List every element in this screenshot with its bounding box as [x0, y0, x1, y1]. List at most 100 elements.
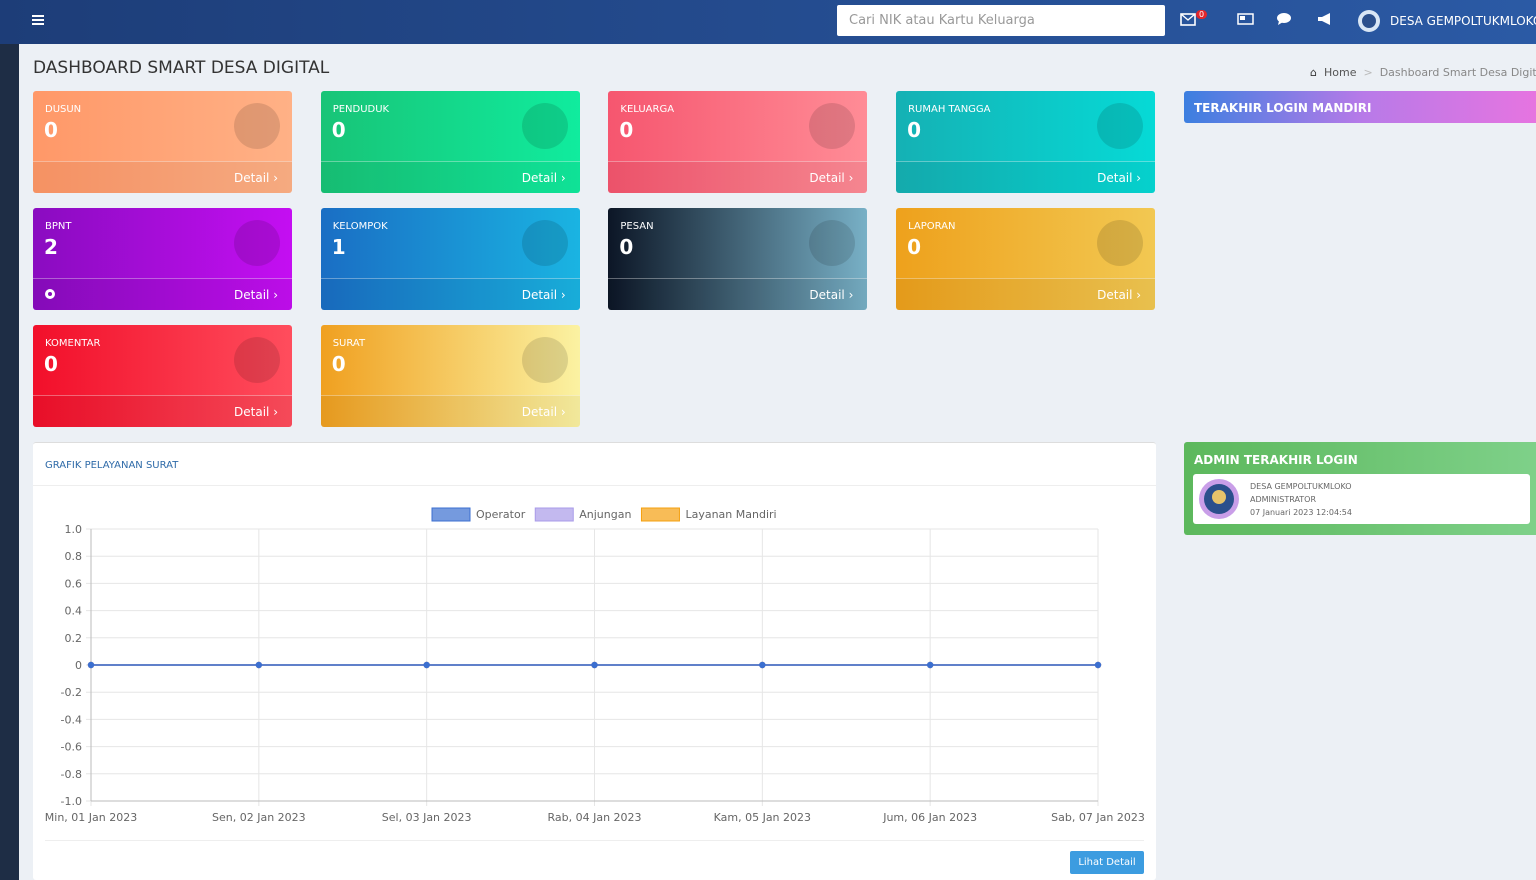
- card-value: 0: [907, 235, 922, 259]
- page-title: DASHBOARD SMART DESA DIGITAL: [33, 58, 330, 78]
- user-name[interactable]: DESA GEMPOLTUKMLOKO: [1390, 14, 1536, 28]
- y-tick-label: 0: [75, 659, 82, 672]
- stat-card: PESAN 0 Detail ›: [608, 208, 868, 310]
- card-label: LAPORAN: [908, 221, 956, 232]
- stat-card: SURAT 0 Detail ›: [320, 325, 580, 427]
- admin-card: DESA GEMPOLTUKMLOKO ADMINISTRATOR 07 Jan…: [1193, 474, 1530, 524]
- card-value: 0: [331, 352, 346, 376]
- admin-role: ADMINISTRATOR: [1250, 495, 1317, 504]
- card-icon: [234, 103, 280, 149]
- card-link[interactable]: Detail ›: [809, 288, 854, 302]
- x-tick-label: Sel, 03 Jan 2023: [382, 811, 472, 824]
- legend-swatch: [431, 507, 471, 522]
- chat-icon[interactable]: [1276, 12, 1292, 26]
- panel-title: TERAKHIR LOGIN MANDIRI: [1194, 101, 1372, 115]
- card-link[interactable]: Detail ›: [1097, 171, 1142, 185]
- x-tick-label: Jum, 06 Jan 2023: [882, 811, 977, 824]
- data-point: [423, 661, 430, 669]
- data-point: [87, 661, 95, 669]
- user-avatar[interactable]: [1357, 9, 1381, 33]
- legend-label: Layanan Mandiri: [685, 508, 776, 521]
- data-point: [926, 661, 934, 669]
- card-value: 1: [331, 235, 346, 259]
- card-icon: [521, 220, 568, 266]
- data-point: [1094, 661, 1102, 669]
- card-footer: Detail ›: [33, 161, 292, 193]
- card-value: 2: [44, 235, 58, 259]
- search-input[interactable]: Cari NIK atau Kartu Keluarga: [837, 5, 1165, 36]
- card-footer: Detail ›: [320, 161, 580, 193]
- admin-panel: ADMIN TERAKHIR LOGIN DESA GEMPOLTUKMLOKO…: [1184, 442, 1536, 535]
- settings-icon[interactable]: [45, 289, 55, 299]
- card-label: PENDUDUK: [332, 104, 390, 115]
- card-footer: Detail ›: [320, 395, 580, 427]
- card-link[interactable]: Detail ›: [234, 405, 278, 419]
- breadcrumb: ⌂ Home > Dashboard Smart Desa Digital: [1310, 66, 1536, 79]
- y-tick-label: 0.4: [65, 605, 83, 618]
- card-value: 0: [331, 118, 346, 142]
- card-value: 0: [619, 235, 634, 259]
- legend-label: Operator: [476, 508, 526, 521]
- card-value: 0: [44, 352, 58, 376]
- card-label: SURAT: [332, 338, 366, 349]
- card-label: DUSUN: [45, 104, 82, 115]
- legend-swatch: [534, 507, 574, 522]
- y-tick-label: 0.2: [65, 632, 83, 645]
- card-footer: Detail ›: [896, 278, 1156, 310]
- y-tick-label: -0.2: [61, 686, 82, 699]
- x-tick-label: Min, 01 Jan 2023: [45, 811, 137, 824]
- y-tick-label: -1.0: [61, 795, 82, 808]
- card-value: 0: [907, 118, 922, 142]
- x-tick-label: Sab, 07 Jan 2023: [1051, 811, 1145, 824]
- card-icon: [234, 337, 280, 383]
- x-tick-label: Kam, 05 Jan 2023: [714, 811, 811, 824]
- y-tick-label: 0.8: [65, 550, 83, 563]
- breadcrumb-item: Dashboard Smart Desa Digital: [1379, 66, 1536, 79]
- stat-card: BPNT 2 Detail ›: [33, 208, 292, 310]
- card-link[interactable]: Detail ›: [521, 405, 566, 419]
- x-tick-label: Sen, 02 Jan 2023: [212, 811, 306, 824]
- y-tick-label: -0.8: [61, 768, 82, 781]
- card-link[interactable]: Detail ›: [234, 288, 278, 302]
- admin-avatar: [1199, 479, 1239, 519]
- y-tick-label: 0.6: [65, 577, 83, 590]
- announce-icon[interactable]: [1317, 12, 1333, 26]
- card-icon: [809, 220, 856, 266]
- card-link[interactable]: Detail ›: [809, 171, 854, 185]
- panel-title: ADMIN TERAKHIR LOGIN: [1194, 453, 1358, 467]
- stat-card: RUMAH TANGGA 0 Detail ›: [896, 91, 1156, 193]
- card-label: BPNT: [45, 221, 72, 232]
- card-link[interactable]: Detail ›: [521, 171, 566, 185]
- menu-toggle[interactable]: [32, 14, 44, 26]
- legend-label: Anjungan: [579, 508, 631, 521]
- card-link[interactable]: Detail ›: [1097, 288, 1142, 302]
- card-footer: Detail ›: [33, 278, 292, 310]
- card-footer: Detail ›: [320, 278, 580, 310]
- y-tick-label: -0.6: [61, 741, 82, 754]
- data-point: [759, 661, 766, 669]
- card-label: RUMAH TANGGA: [908, 104, 991, 115]
- data-point: [255, 661, 263, 669]
- mandiri-panel: TERAKHIR LOGIN MANDIRI: [1184, 91, 1536, 123]
- card-footer: Detail ›: [33, 395, 292, 427]
- card-footer: Detail ›: [608, 278, 868, 310]
- news-icon[interactable]: [1237, 13, 1254, 25]
- card-link[interactable]: Detail ›: [521, 288, 566, 302]
- breadcrumb-item[interactable]: Home: [1323, 66, 1357, 79]
- admin-time: 07 Januari 2023 12:04:54: [1250, 508, 1352, 517]
- card-icon: [1097, 103, 1144, 149]
- top-bar: Cari NIK atau Kartu Keluarga 0 DESA GEMP…: [0, 0, 1536, 44]
- mail-icon[interactable]: [1180, 13, 1196, 26]
- stat-card: KELUARGA 0 Detail ›: [608, 91, 868, 193]
- card-label: KELUARGA: [620, 104, 675, 115]
- card-footer: Detail ›: [896, 161, 1156, 193]
- stat-card: DUSUN 0 Detail ›: [33, 91, 292, 193]
- sidebar: [0, 44, 19, 880]
- admin-name: DESA GEMPOLTUKMLOKO: [1250, 482, 1352, 491]
- panel-title: GRAFIK PELAYANAN SURAT: [45, 460, 179, 471]
- card-link[interactable]: Detail ›: [234, 171, 278, 185]
- card-label: KOMENTAR: [45, 338, 101, 349]
- detail-button[interactable]: Lihat Detail: [1070, 851, 1144, 874]
